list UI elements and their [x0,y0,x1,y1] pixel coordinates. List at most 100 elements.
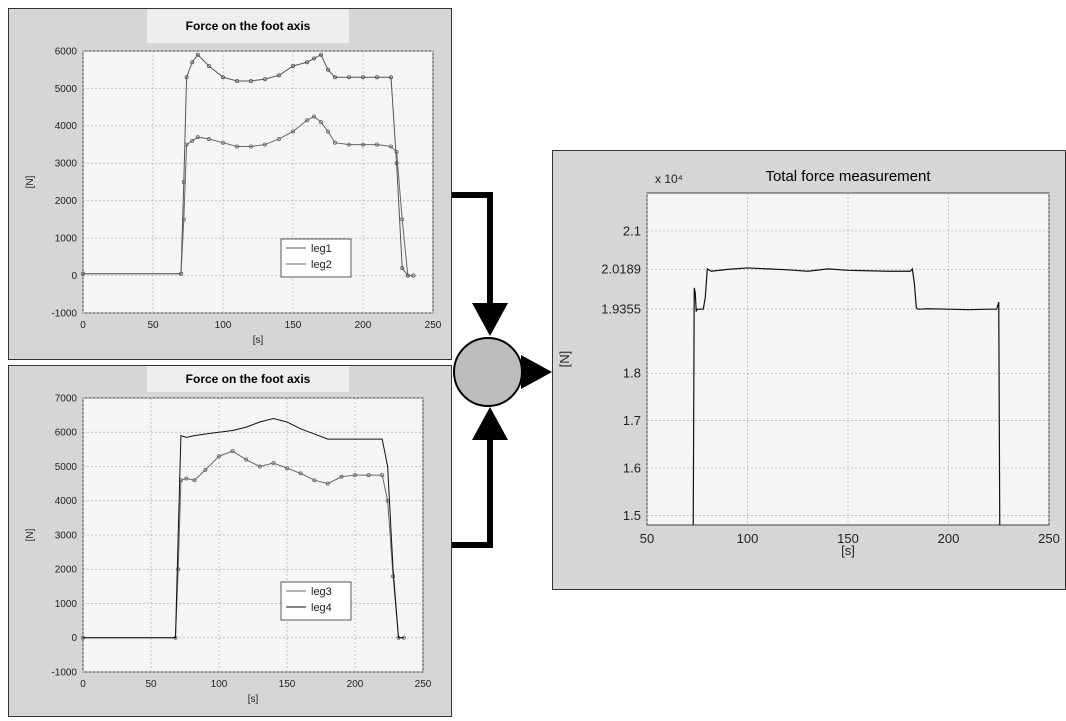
x-tick-label: 250 [425,320,442,331]
y-tick-label: 2000 [55,565,78,576]
legend-entry: leg2 [311,259,332,271]
data-point [311,56,316,61]
y-tick-label: 3000 [55,530,78,541]
chart-title: Force on the foot axis [186,372,311,386]
data-point [184,75,189,80]
data-point [257,464,262,469]
connector-bottom [452,435,493,548]
chart-title: Total force measurement [765,168,931,185]
y-multiplier: x 10⁴ [655,172,683,186]
y-tick-label: 4000 [55,121,78,132]
y-tick-label: 5000 [55,462,78,473]
arrow-up-icon [472,407,508,440]
data-point [311,114,316,119]
series-line [83,418,404,639]
x-tick-label: 0 [80,320,86,331]
arrow-right-icon [521,355,552,389]
x-tick-label: 50 [147,320,159,331]
title-box [147,366,349,392]
x-axis-label: [s] [248,694,259,705]
x-tick-label: 100 [737,531,759,546]
data-point [271,461,276,466]
data-point [248,144,253,149]
y-tick-label: 0 [71,633,77,644]
x-axis-label: [s] [253,335,264,346]
x-tick-label: 100 [215,320,232,331]
data-point [206,63,211,68]
data-point [290,63,295,68]
data-point [339,474,344,479]
y-tick-label: 1.9355 [601,301,641,316]
x-tick-label: 250 [1038,531,1060,546]
y-tick-label: 2.1 [623,223,641,238]
data-point [411,273,416,278]
data-point [276,73,281,78]
data-point [190,60,195,65]
data-point [325,67,330,72]
y-tick-label: -1000 [51,308,77,319]
y-tick-label: 1.5 [623,508,641,523]
plot-area [82,50,434,314]
data-point [220,140,225,145]
x-tick-label: 200 [938,531,960,546]
connector-top [452,192,493,308]
chart-panel-top: Force on the foot axis 0 50 100 150 200 250 -10… [8,8,452,360]
data-point [244,457,249,462]
series-line [692,267,1001,526]
x-tick-label: 100 [211,679,228,690]
x-tick-label: 250 [415,679,432,690]
legend-entry: leg4 [311,602,332,614]
data-point [195,52,200,57]
data-point [366,473,371,478]
data-point [374,142,379,147]
data-point [262,77,267,82]
data-point [394,161,399,166]
data-point [290,129,295,134]
chart-panel-total: Total force measurement 50 100 150 200 250 1.5… [552,150,1066,590]
data-point [220,75,225,80]
data-point [388,75,393,80]
data-point [298,471,303,476]
chart-panel-bottom: Force on the foot axis 0 50 100 150 200 250 -10… [8,365,452,717]
data-point [394,150,399,155]
y-tick-label: 2000 [55,196,78,207]
data-point [192,478,197,483]
y-tick-label: 0 [71,271,77,282]
summing-node [453,337,523,407]
data-point [380,473,385,478]
data-point [216,454,221,459]
series-line [83,115,414,277]
y-axis-label: [N] [557,351,572,368]
data-point [352,473,357,478]
y-tick-label: 6000 [55,428,78,439]
x-tick-label: 200 [355,320,372,331]
data-point [230,449,235,454]
data-point [318,120,323,125]
data-point [332,140,337,145]
data-point [262,142,267,147]
x-tick-label: 50 [145,679,157,690]
chart-total: Total force measurement 50 100 150 200 250 1.5… [557,168,1060,558]
data-point [184,142,189,147]
x-tick-label: 150 [837,531,859,546]
series-line [83,450,404,639]
x-tick-label: 0 [80,679,86,690]
data-point [81,271,86,276]
y-tick-label: 5000 [55,84,78,95]
data-point [190,138,195,143]
data-point [325,481,330,486]
y-tick-label: 1000 [55,599,78,610]
data-point [284,466,289,471]
y-tick-label: 1000 [55,233,78,244]
data-point [318,52,323,57]
data-point [206,136,211,141]
data-point [184,476,189,481]
y-tick-label: 1.7 [623,413,641,428]
data-point [181,217,186,222]
data-point [400,266,405,271]
data-point [195,135,200,140]
data-point [325,129,330,134]
y-axis-label: [N] [25,528,36,541]
data-point [304,118,309,123]
x-tick-label: 50 [640,531,654,546]
